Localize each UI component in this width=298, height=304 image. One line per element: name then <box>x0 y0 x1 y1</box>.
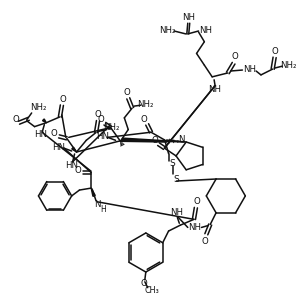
Text: NH: NH <box>188 223 201 232</box>
Polygon shape <box>122 138 186 142</box>
Text: H: H <box>100 205 106 214</box>
Text: N: N <box>178 135 184 143</box>
Text: HN: HN <box>96 132 109 141</box>
Text: O: O <box>60 95 66 104</box>
Text: N: N <box>94 200 100 209</box>
Text: S: S <box>173 174 179 184</box>
Text: HN: HN <box>65 161 78 170</box>
Text: HN: HN <box>34 130 47 139</box>
Text: NH₂: NH₂ <box>138 100 154 109</box>
Polygon shape <box>91 188 95 196</box>
Text: NH₂: NH₂ <box>280 61 297 70</box>
Text: O: O <box>141 115 148 124</box>
Text: O: O <box>151 136 158 145</box>
Text: S: S <box>170 159 176 168</box>
Text: NH₂: NH₂ <box>103 123 120 132</box>
Polygon shape <box>43 119 46 123</box>
Text: NH: NH <box>209 85 222 94</box>
Text: O: O <box>140 279 147 288</box>
Text: NH₂: NH₂ <box>30 103 47 112</box>
Text: O: O <box>51 129 58 138</box>
Text: NH: NH <box>182 13 195 22</box>
Polygon shape <box>72 147 77 152</box>
Text: O: O <box>124 88 131 97</box>
Text: NH: NH <box>170 208 183 217</box>
Text: CH₃: CH₃ <box>144 286 159 295</box>
Text: NH: NH <box>199 26 212 35</box>
Text: O: O <box>95 110 101 119</box>
Text: O: O <box>202 237 209 246</box>
Text: O: O <box>74 166 81 175</box>
Text: NH₂: NH₂ <box>159 26 176 35</box>
Text: NH: NH <box>243 64 256 74</box>
Text: O: O <box>97 115 104 124</box>
Text: O: O <box>271 47 278 56</box>
Text: O: O <box>231 52 238 61</box>
Text: O: O <box>193 197 200 206</box>
Text: HN: HN <box>52 143 66 152</box>
Text: O: O <box>13 115 19 124</box>
